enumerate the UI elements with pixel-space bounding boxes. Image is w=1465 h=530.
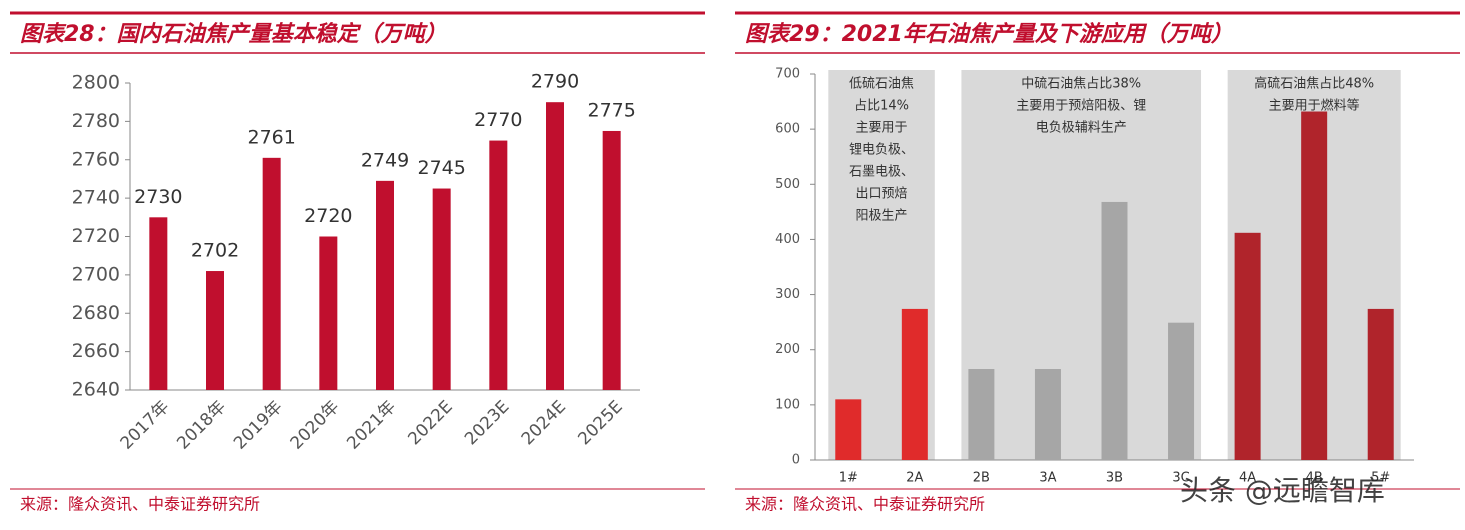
source: 来源：隆众资讯、中泰证券研究所 bbox=[745, 495, 985, 514]
annotation: 阳极生产 bbox=[856, 209, 908, 224]
bar bbox=[1034, 369, 1061, 460]
bar bbox=[1234, 232, 1261, 460]
annotation: 出口预焙 bbox=[856, 187, 908, 202]
bar bbox=[968, 369, 995, 460]
bar bbox=[1168, 322, 1195, 460]
x-tick-label: 2024E bbox=[518, 397, 570, 449]
annotation: 主要用于燃料等 bbox=[1269, 98, 1360, 114]
annotation: 主要用于预焙阳极、锂 bbox=[1016, 99, 1146, 114]
x-tick-label: 2021年 bbox=[343, 397, 400, 454]
x-tick-label: 5# bbox=[1371, 471, 1390, 486]
data-label: 2745 bbox=[417, 157, 465, 179]
y-tick-label: 2760 bbox=[72, 148, 120, 170]
x-tick-label: 2017年 bbox=[117, 397, 174, 454]
annotation: 电负极辅料生产 bbox=[1036, 121, 1127, 136]
x-tick-label: 2022E bbox=[404, 397, 456, 449]
x-tick-label: 4A bbox=[1239, 471, 1256, 486]
y-tick-label: 2740 bbox=[72, 187, 120, 209]
y-tick-label: 2680 bbox=[72, 302, 120, 324]
x-tick-label: 3B bbox=[1106, 471, 1123, 486]
annotation: 低硫石油焦 bbox=[849, 77, 914, 92]
y-tick-label: 2700 bbox=[72, 263, 120, 285]
data-label: 2775 bbox=[587, 99, 635, 121]
bar bbox=[1101, 201, 1128, 460]
x-tick-label: 2A bbox=[906, 471, 923, 486]
watermark: 头条 @远瞻智库 bbox=[1180, 474, 1385, 507]
x-tick-label: 2025E bbox=[574, 397, 626, 449]
y-tick-label: 2800 bbox=[72, 72, 120, 94]
annotation: 石墨电极、 bbox=[849, 165, 914, 180]
x-tick-label: 1# bbox=[839, 471, 858, 486]
bar bbox=[602, 130, 621, 390]
x-tick-label: 2023E bbox=[461, 397, 513, 449]
bar bbox=[1301, 111, 1328, 461]
bar bbox=[206, 271, 224, 390]
bar bbox=[835, 399, 862, 460]
bar bbox=[262, 157, 281, 390]
y-tick-label: 0 bbox=[792, 453, 800, 468]
annotation: 主要用于 bbox=[856, 121, 908, 136]
x-tick-label: 3C bbox=[1172, 471, 1189, 486]
y-tick-label: 2640 bbox=[72, 379, 120, 401]
x-tick-label: 2019年 bbox=[230, 397, 287, 454]
x-tick-label: 2018年 bbox=[173, 397, 230, 454]
data-label: 2761 bbox=[247, 126, 295, 148]
chart-title: 图表28：国内石油焦产量基本稳定（万吨） bbox=[20, 21, 447, 47]
bar bbox=[319, 236, 338, 390]
data-label: 2720 bbox=[304, 205, 352, 227]
bar bbox=[901, 308, 928, 460]
bar bbox=[376, 180, 394, 390]
y-tick-label: 400 bbox=[775, 232, 800, 247]
data-label: 2790 bbox=[531, 71, 579, 93]
x-tick-label: 2B bbox=[973, 471, 990, 486]
annotation: 占比14% bbox=[854, 99, 909, 114]
bar bbox=[432, 188, 451, 390]
x-tick-label: 4B bbox=[1306, 471, 1323, 486]
bar bbox=[1367, 308, 1394, 460]
y-tick-label: 300 bbox=[775, 287, 800, 302]
bar bbox=[149, 217, 168, 390]
bar bbox=[546, 102, 564, 390]
y-tick-label: 2780 bbox=[72, 110, 120, 132]
y-tick-label: 2720 bbox=[72, 225, 120, 247]
data-label: 2770 bbox=[474, 109, 522, 131]
y-tick-label: 700 bbox=[775, 67, 800, 82]
data-label: 2730 bbox=[134, 186, 182, 208]
x-tick-label: 3A bbox=[1039, 471, 1056, 486]
x-tick-label: 2020年 bbox=[287, 397, 344, 454]
bar bbox=[489, 140, 508, 390]
chart-title: 图表29：2021年石油焦产量及下游应用（万吨） bbox=[745, 21, 1233, 47]
y-tick-label: 500 bbox=[775, 177, 800, 192]
annotation: 中硫石油焦占比38% bbox=[1021, 77, 1141, 92]
group-band bbox=[961, 70, 1202, 460]
y-tick-label: 600 bbox=[775, 122, 800, 137]
y-tick-label: 2660 bbox=[72, 340, 120, 362]
data-label: 2702 bbox=[191, 240, 239, 262]
y-tick-label: 200 bbox=[775, 342, 800, 357]
source: 来源：隆众资讯、中泰证券研究所 bbox=[20, 495, 260, 514]
annotation: 锂电负极、 bbox=[849, 143, 914, 158]
y-tick-label: 100 bbox=[775, 397, 800, 412]
data-label: 2749 bbox=[361, 149, 409, 171]
annotation: 高硫石油焦占比48% bbox=[1254, 76, 1374, 92]
